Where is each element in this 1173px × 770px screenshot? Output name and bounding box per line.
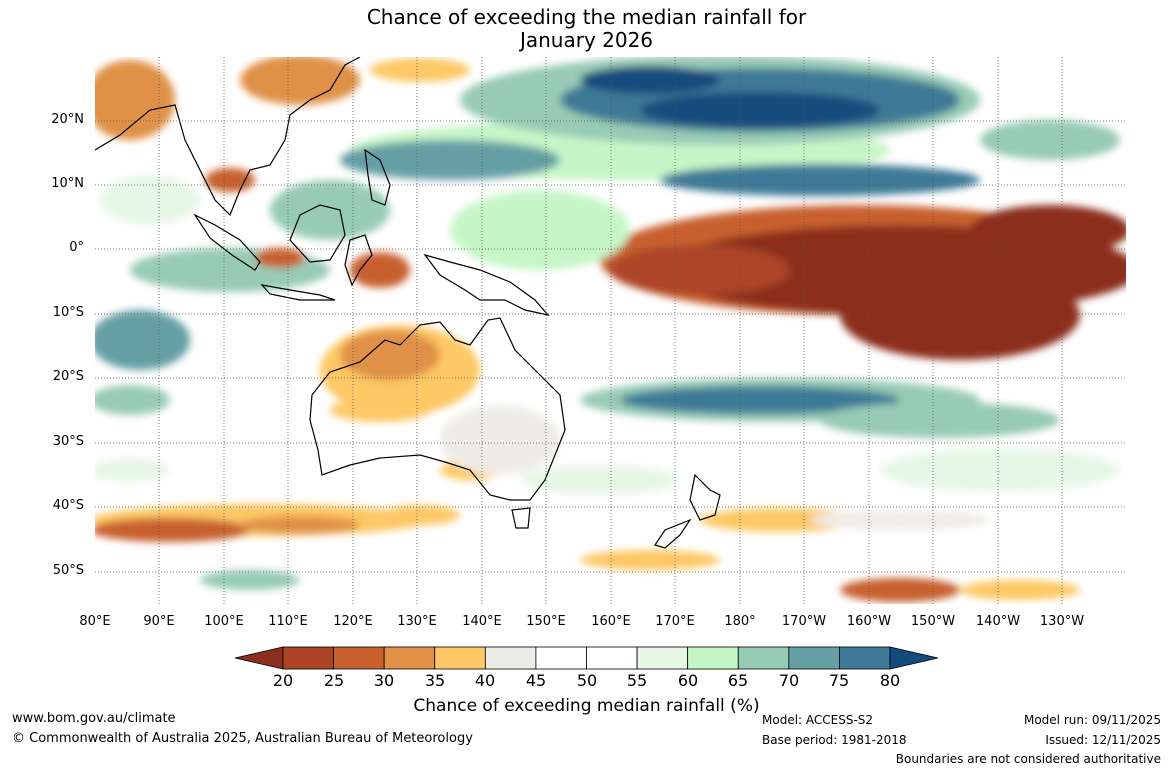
lat-label-10s: 10°S [52, 305, 84, 320]
lat-label-50s: 50°S [52, 563, 84, 578]
colorbar-tick-70: 70 [778, 671, 800, 690]
colorbar-tick-30: 30 [373, 671, 395, 690]
lon-label-150w: 150°W [910, 614, 956, 629]
lat-label-10n: 10°N [51, 176, 84, 191]
map-title-line1: Chance of exceeding the median rainfall … [366, 5, 807, 29]
java-coastline [260, 284, 336, 301]
colorbar-tick-25: 25 [323, 671, 345, 690]
lon-label-180: 180° [724, 614, 756, 629]
australia-coastline [309, 317, 566, 501]
lon-label-80e: 80°E [79, 614, 111, 629]
lat-label-0: 0° [69, 240, 84, 255]
lon-label-130e: 130°E [397, 614, 437, 629]
new-guinea-coastline [423, 253, 550, 316]
asia-coastline [95, 57, 361, 217]
lon-label-90e: 90°E [143, 614, 175, 629]
colorbar-tick-80: 80 [879, 671, 901, 690]
colorbar-label: Chance of exceeding median rainfall (%) [413, 696, 760, 716]
borneo-coastline [289, 204, 346, 263]
lat-label-40s: 40°S [52, 498, 84, 513]
lon-label-130w: 130°W [1039, 614, 1085, 629]
colorbar-tick-20: 20 [272, 671, 294, 690]
colorbar-tick-45: 45 [525, 671, 547, 690]
lat-label-20s: 20°S [52, 369, 84, 384]
model-run-date: Model run: 09/11/2025 [1023, 713, 1161, 727]
map-title-line2: January 2026 [519, 28, 654, 52]
colorbar-tick-55: 55 [626, 671, 648, 690]
sulawesi-coastline [344, 234, 373, 287]
tasmania-coastline [511, 507, 531, 529]
copyright-notice: © Commonwealth of Australia 2025, Austra… [12, 731, 473, 746]
colorbar-tick-60: 60 [677, 671, 699, 690]
colorbar-tick-50: 50 [576, 671, 598, 690]
website-link[interactable]: www.bom.gov.au/climate [12, 711, 176, 726]
boundaries-disclaimer: Boundaries are not considered authoritat… [895, 752, 1161, 766]
new-zealand-coastline [654, 473, 721, 549]
lon-label-100e: 100°E [204, 614, 244, 629]
colorbar-tick-65: 65 [727, 671, 749, 690]
lon-label-160w: 160°W [846, 614, 892, 629]
colorbar-tick-75: 75 [828, 671, 850, 690]
colorbar-tick-35: 35 [424, 671, 446, 690]
lon-label-170e: 170°E [655, 614, 695, 629]
lat-label-20n: 20°N [51, 112, 84, 127]
lon-label-140e: 140°E [462, 614, 502, 629]
sumatra-coastline [193, 213, 261, 271]
lon-label-160e: 160°E [591, 614, 631, 629]
issued-date: Issued: 12/11/2025 [1045, 733, 1161, 747]
lon-label-120e: 120°E [333, 614, 373, 629]
philippines-coastline [364, 148, 391, 206]
base-period: Base period: 1981-2018 [762, 733, 907, 747]
lon-label-140w: 140°W [975, 614, 1021, 629]
lat-label-30s: 30°S [52, 434, 84, 449]
colorbar-tick-40: 40 [474, 671, 496, 690]
model-name: Model: ACCESS-S2 [762, 713, 874, 727]
lon-label-110e: 110°E [268, 614, 308, 629]
lon-label-170w: 170°W [781, 614, 827, 629]
lon-label-150e: 150°E [526, 614, 566, 629]
